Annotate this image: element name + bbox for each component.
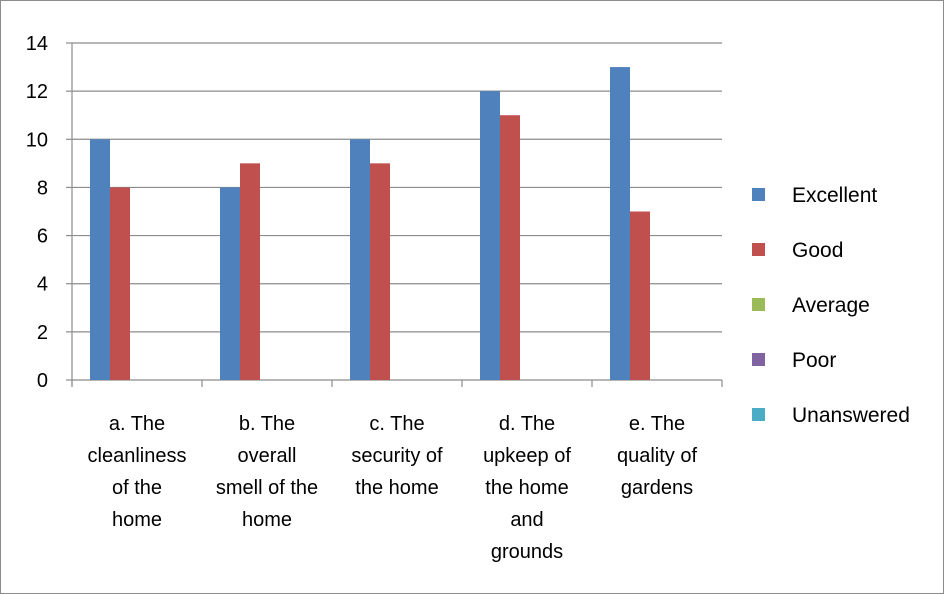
bar-excellent-3 (350, 139, 370, 380)
x-category-label: a. The (109, 413, 165, 435)
x-category-label: the home (485, 477, 568, 499)
y-tick-label: 14 (26, 33, 48, 55)
legend-label-average: Average (792, 294, 870, 317)
x-category-label: home (242, 509, 292, 531)
y-tick-label: 12 (26, 81, 48, 103)
bar-excellent-5 (610, 67, 630, 381)
y-tick-label: 2 (37, 322, 48, 344)
x-category-label: the home (355, 477, 438, 499)
x-category-label: security of (351, 445, 443, 467)
legend-swatch-average (752, 298, 765, 311)
y-tick-label: 4 (37, 274, 48, 296)
x-category-label: smell of the (216, 477, 318, 499)
y-tick-label: 6 (37, 226, 48, 248)
bar-good-5 (630, 211, 650, 380)
x-category-label: d. The (499, 413, 555, 435)
x-category-label: c. The (369, 413, 424, 435)
legend-swatch-good (752, 243, 765, 256)
x-category-label: grounds (491, 541, 563, 563)
legend-label-poor: Poor (792, 349, 836, 372)
legend-label-good: Good (792, 239, 843, 262)
x-category-label: b. The (239, 413, 295, 435)
y-tick-label: 8 (37, 177, 48, 199)
x-category-label: home (112, 509, 162, 531)
bar-excellent-4 (480, 91, 500, 381)
x-category-label: of the (112, 477, 162, 499)
x-category-label: quality of (617, 445, 697, 467)
bar-good-3 (370, 163, 390, 380)
x-category-label: gardens (621, 477, 693, 499)
legend-swatch-poor (752, 353, 765, 366)
x-category-label: e. The (629, 413, 685, 435)
x-category-label: cleanliness (88, 445, 187, 467)
x-category-label: upkeep of (483, 445, 571, 467)
bar-excellent-1 (90, 139, 110, 380)
legend-swatch-excellent (752, 188, 765, 201)
bar-good-4 (500, 115, 520, 380)
bar-good-1 (110, 187, 130, 380)
bar-excellent-2 (220, 187, 240, 380)
x-category-label: overall (238, 445, 297, 467)
y-tick-label: 10 (26, 129, 48, 151)
y-tick-label: 0 (37, 370, 48, 392)
legend-label-excellent: Excellent (792, 184, 877, 207)
bar-good-2 (240, 163, 260, 380)
legend-swatch-unanswered (752, 408, 765, 421)
x-category-label: and (510, 509, 543, 531)
legend-label-unanswered: Unanswered (792, 404, 910, 427)
